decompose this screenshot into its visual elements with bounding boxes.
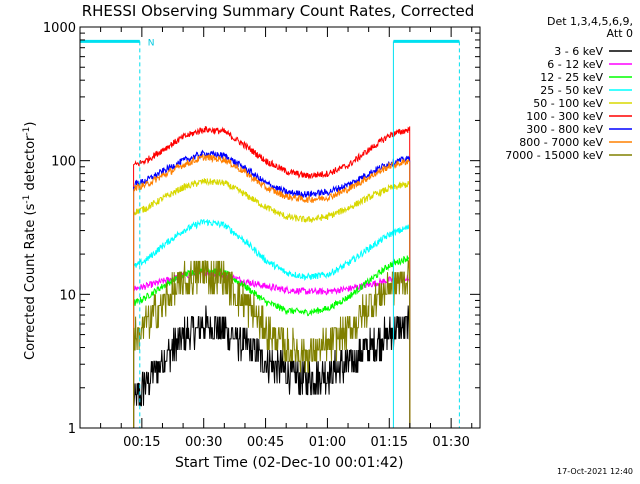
legend-header-line1: Det 1,3,4,5,6,9,	[547, 15, 633, 28]
y-axis-label-sup1: -1	[22, 195, 32, 204]
x-tick-label: 00:45	[247, 435, 284, 450]
y-axis-label-sup2: -1	[22, 127, 32, 136]
legend-header-line2: Att 0	[607, 27, 633, 40]
series-line-8	[133, 260, 411, 429]
chart-title: RHESSI Observing Summary Count Rates, Co…	[82, 2, 475, 20]
legend-label: 12 - 25 keV	[540, 71, 603, 84]
x-axis-label: Start Time (02-Dec-10 00:01:42)	[175, 455, 403, 471]
series-line-5	[133, 126, 411, 429]
x-tick-label: 01:00	[309, 435, 346, 450]
y-axis-label-end: )	[23, 122, 38, 127]
legend-label: 800 - 7000 keV	[519, 136, 603, 149]
y-axis-label: Corrected Count Rate (s-1 detector-1)	[22, 122, 38, 360]
legend-label: 100 - 300 keV	[526, 110, 603, 123]
x-tick-label: 00:15	[123, 435, 160, 450]
legend-label: 6 - 12 keV	[547, 58, 603, 71]
y-axis-label-mid: detector	[23, 135, 38, 195]
legend-label: 25 - 50 keV	[540, 84, 603, 97]
y-tick-label: 10	[59, 288, 76, 303]
x-tick-label: 00:30	[185, 435, 222, 450]
y-axis-label-main: Corrected Count Rate (s	[23, 203, 38, 360]
series-line-0	[133, 305, 411, 429]
x-tick-label: 01:15	[371, 435, 408, 450]
legend-label: 7000 - 15000 keV	[505, 149, 603, 162]
axes: 1 10 100 1000 00:15 00:30 00:45 01:00 01:15 01:30	[43, 21, 481, 450]
y-tick-label: 1000	[43, 21, 76, 36]
footer-timestamp: 17-Oct-2021 12:40	[557, 467, 633, 476]
y-tick-label: 100	[51, 155, 76, 170]
y-tick-label: 1	[68, 422, 76, 437]
plot-frame	[79, 26, 481, 429]
x-tick-label: 01:30	[432, 435, 469, 450]
series-line-3	[133, 218, 411, 429]
legend-label: 50 - 100 keV	[533, 97, 603, 110]
series-line-7	[133, 153, 411, 429]
flag-label: N	[148, 38, 155, 48]
series-group	[133, 126, 411, 429]
series-line-4	[133, 178, 411, 429]
legend-label: 3 - 6 keV	[554, 45, 603, 58]
legend-label: 300 - 800 keV	[526, 123, 603, 136]
